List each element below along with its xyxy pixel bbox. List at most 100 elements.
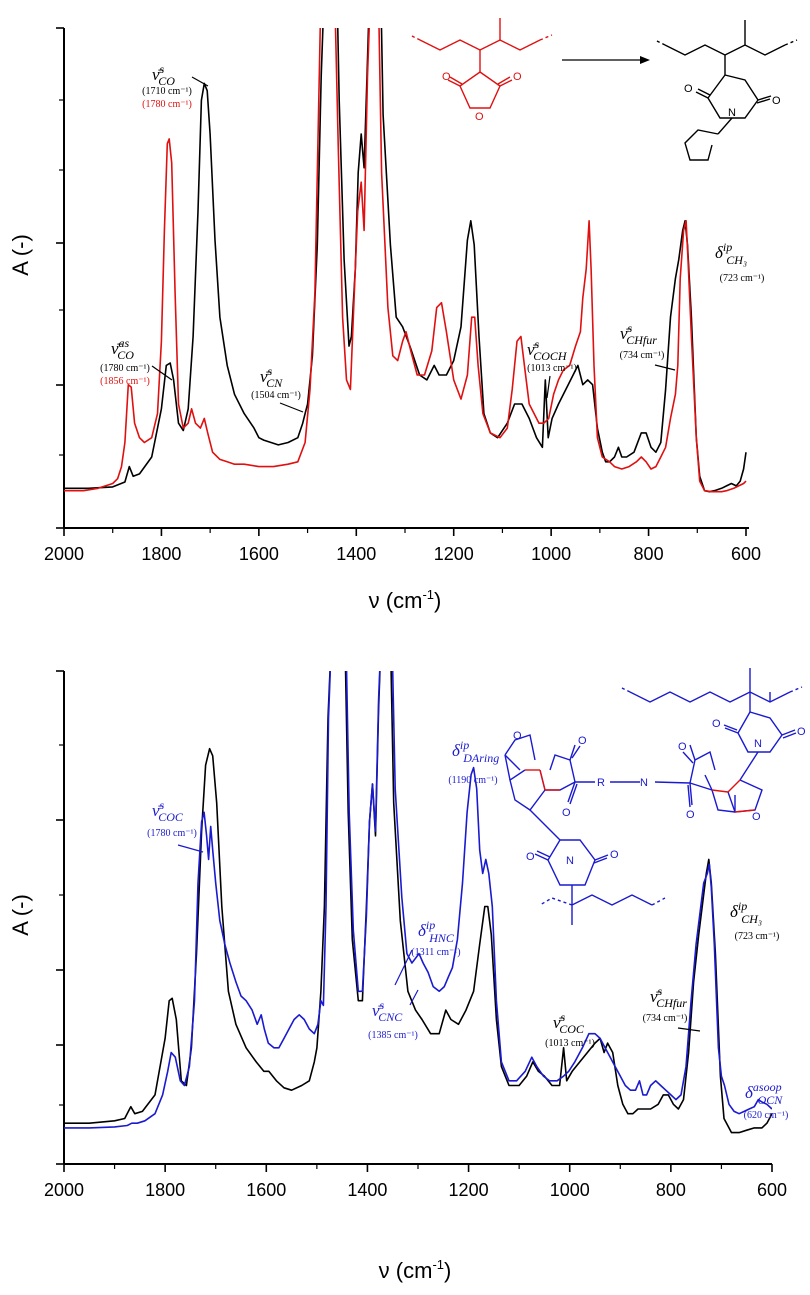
svg-text:(620 cm⁻¹): (620 cm⁻¹) <box>744 1110 789 1121</box>
p1-reaction-arrowhead <box>640 56 650 64</box>
p2-atom-o-7: O <box>562 807 571 819</box>
p1-annotation-ch3: δip CH₃ (723 cm⁻¹) <box>715 240 764 284</box>
p1-x-tick-label-1800: 1800 <box>141 544 181 564</box>
p2-atom-o-5: O <box>686 809 695 821</box>
p2-annotation-coc-blue: ν̄s COC (1780 cm⁻¹) <box>147 798 204 853</box>
p1-x-tick-label-1400: 1400 <box>336 544 376 564</box>
svg-text:(1710 cm⁻¹): (1710 cm⁻¹) <box>142 86 192 97</box>
p1-series-group <box>64 28 747 493</box>
p1-x-axis-label: ν (cm-1) <box>369 587 442 613</box>
p2-x-ticks: 2000 1800 1600 1400 1200 1000 800 600 <box>44 1164 787 1200</box>
svg-text:(1504 cm⁻¹): (1504 cm⁻¹) <box>251 390 301 401</box>
p1-structure-imide <box>654 20 798 161</box>
svg-text:(1013 cm⁻¹): (1013 cm⁻¹) <box>545 1038 595 1049</box>
p1-annotation-cn: ν̄s CN (1504 cm⁻¹) <box>251 364 304 413</box>
p2-x-tick-label-1400: 1400 <box>347 1180 387 1200</box>
p1-atom-n-1: N <box>728 107 736 119</box>
p2-x-tick-label-1600: 1600 <box>246 1180 286 1200</box>
p2-atom-o-4: O <box>678 741 687 753</box>
svg-text:(1311 cm⁻¹): (1311 cm⁻¹) <box>411 947 460 958</box>
svg-text:(734 cm⁻¹): (734 cm⁻¹) <box>643 1013 688 1024</box>
p2-series-group <box>64 671 772 1134</box>
p2-annotation-hnc: δip HNC (1311 cm⁻¹) <box>394 918 461 986</box>
p2-x-tick-label-2000: 2000 <box>44 1180 84 1200</box>
svg-text:(1190 cm⁻¹): (1190 cm⁻¹) <box>448 775 497 786</box>
p2-x-axis-label: ν (cm-1) <box>379 1257 452 1283</box>
p1-y-ticks <box>56 27 64 529</box>
p2-structure-da-network <box>504 668 803 925</box>
p2-atom-o-1: O <box>797 726 806 738</box>
svg-text:(1780 cm⁻¹): (1780 cm⁻¹) <box>142 99 192 110</box>
p2-annotation-coc: ν̄s COC (1013 cm⁻¹) <box>545 1010 595 1049</box>
p1-x-tick-label-800: 800 <box>634 544 664 564</box>
p1-annotation-chfur: ν̄s CHfur (734 cm⁻¹) <box>620 321 676 371</box>
p2-x-tick-label-1800: 1800 <box>145 1180 185 1200</box>
svg-text:(734 cm⁻¹): (734 cm⁻¹) <box>620 350 665 361</box>
p2-annotation-ch3: δip CH₃ (723 cm⁻¹) <box>730 899 779 942</box>
p1-x-tick-label-1000: 1000 <box>531 544 571 564</box>
p2-series-blue <box>64 671 772 1129</box>
p1-structure-anhydride <box>409 18 553 109</box>
p2-atom-n-1: N <box>754 738 762 750</box>
svg-text:ν̄sCN: ν̄s CN <box>260 364 283 390</box>
p2-annotation-chfur: ν̄s CHfur (734 cm⁻¹) <box>643 984 701 1032</box>
p2-annotation-cnc: ν̄s CNC (1385 cm⁻¹) <box>368 989 419 1041</box>
svg-text:ν̄sCO: ν̄s CO <box>152 62 175 88</box>
p1-y-axis-label: A (-) <box>8 234 33 276</box>
p2-atom-o-6: O <box>578 735 587 747</box>
p1-annotation-co-as: ν̄as CO (1780 cm⁻¹) (1856 cm⁻¹) <box>100 336 173 387</box>
p2-atom-o-10: O <box>610 849 619 861</box>
panel-top-chart: 2000 1800 1600 1400 1200 1000 800 600 A (-) ν (… <box>8 18 798 613</box>
p2-atom-o-8: O <box>513 730 522 742</box>
p2-y-axis-label: A (-) <box>8 894 33 936</box>
p2-x-tick-label-600: 600 <box>757 1180 787 1200</box>
p1-annotation-coch: ν̄s COCH (1013 cm⁻¹) <box>527 337 577 399</box>
p2-y-ticks <box>56 670 64 1165</box>
p2-annotation-daring: δip DAring (1190 cm⁻¹) <box>448 738 499 786</box>
panel-bottom-chart: 2000 1800 1600 1400 1200 1000 800 600 A (-) ν (… <box>8 668 806 1283</box>
p1-x-tick-label-600: 600 <box>731 544 761 564</box>
p1-atom-o-1: O <box>442 71 451 83</box>
svg-text:(1856 cm⁻¹): (1856 cm⁻¹) <box>100 376 150 387</box>
svg-text:(1385 cm⁻¹): (1385 cm⁻¹) <box>368 1030 418 1041</box>
p1-x-tick-label-1200: 1200 <box>434 544 474 564</box>
p2-x-tick-label-1000: 1000 <box>550 1180 590 1200</box>
p1-series-red <box>64 28 747 493</box>
p1-atom-o-4: O <box>684 83 693 95</box>
p1-series-black <box>64 28 747 493</box>
svg-text:(1780 cm⁻¹): (1780 cm⁻¹) <box>147 828 197 839</box>
p1-atom-o-2: O <box>475 111 484 123</box>
p2-x-tick-label-800: 800 <box>656 1180 686 1200</box>
svg-text:(723 cm⁻¹): (723 cm⁻¹) <box>720 273 765 284</box>
p2-atom-n-3: N <box>566 855 574 867</box>
p1-atom-o-3: O <box>513 71 522 83</box>
svg-text:(1780 cm⁻¹): (1780 cm⁻¹) <box>100 363 150 374</box>
svg-text:(723 cm⁻¹): (723 cm⁻¹) <box>735 931 780 942</box>
p2-atom-o-3: O <box>752 811 761 823</box>
p2-atom-n-2: N <box>640 777 648 789</box>
p2-x-tick-label-1200: 1200 <box>449 1180 489 1200</box>
p2-annotation-ocn: δasoop OCN (620 cm⁻¹) <box>744 1080 789 1121</box>
p1-annotation-co: ν̄s CO (1710 cm⁻¹) (1780 cm⁻¹) <box>142 62 209 110</box>
p1-x-tick-label-1600: 1600 <box>239 544 279 564</box>
p1-atom-o-5: O <box>772 95 781 107</box>
svg-text:(1013 cm⁻¹): (1013 cm⁻¹) <box>527 363 577 374</box>
p1-x-ticks: 2000 1800 1600 1400 1200 1000 800 600 <box>44 528 761 564</box>
p2-atom-o-2: O <box>712 718 721 730</box>
p2-series-black <box>64 671 772 1134</box>
p2-atom-r: R <box>597 777 605 789</box>
p1-x-tick-label-2000: 2000 <box>44 544 84 564</box>
